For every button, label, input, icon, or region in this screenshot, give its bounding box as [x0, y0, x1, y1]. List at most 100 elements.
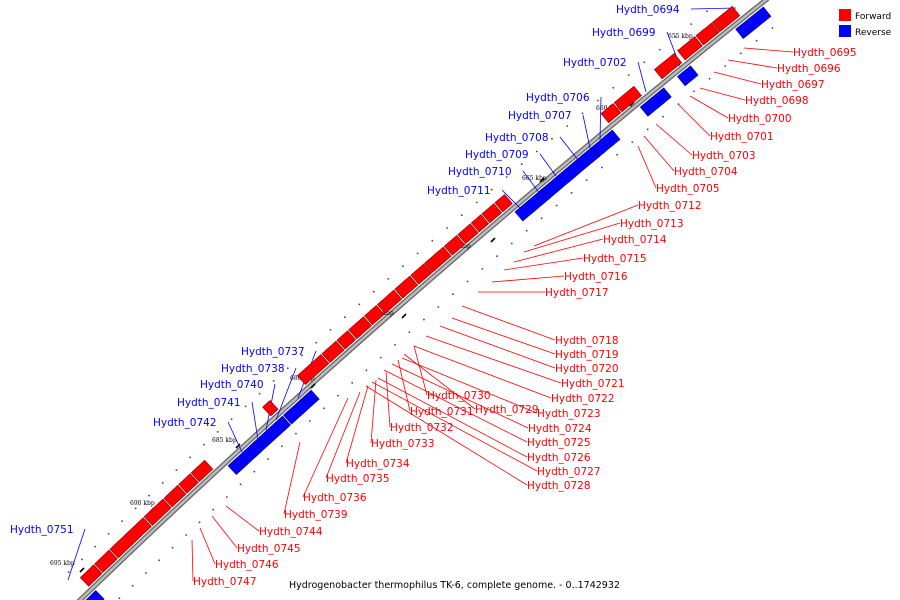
forward-gene-label[interactable]: Hydth_0703 — [692, 150, 756, 162]
reverse-gene-label[interactable]: Hydth_0711 — [427, 185, 491, 197]
reverse-gene-label[interactable]: Hydth_0741 — [177, 397, 241, 409]
forward-gene-label[interactable]: Hydth_0744 — [259, 526, 323, 538]
reverse-gene-label[interactable]: Hydth_0710 — [448, 166, 512, 178]
forward-leader-line — [199, 527, 216, 565]
reverse-gene-label[interactable]: Hydth_0740 — [200, 379, 264, 391]
scale-minor-dot — [329, 329, 332, 331]
scale-minor-dot — [771, 27, 774, 29]
forward-gene-label[interactable]: Hydth_0745 — [237, 543, 301, 555]
scale-minor-dot — [755, 39, 758, 42]
forward-gene-label[interactable]: Hydth_0697 — [761, 79, 825, 91]
scale-minor-dot — [693, 90, 695, 93]
leader-lines — [67, 7, 794, 582]
forward-gene-label[interactable]: Hydth_0720 — [555, 363, 619, 375]
forward-gene-label[interactable]: Hydth_0747 — [193, 576, 257, 588]
reverse-gene-label[interactable]: Hydth_0709 — [465, 149, 529, 161]
forward-gene-label[interactable]: Hydth_0718 — [555, 335, 619, 347]
reverse-leader-line — [582, 114, 591, 149]
forward-gene-label[interactable]: Hydth_0727 — [537, 466, 601, 478]
forward-gene-label[interactable]: Hydth_0695 — [793, 47, 857, 59]
scale-minor-dot — [148, 494, 151, 497]
forward-gene-label[interactable]: Hydth_0719 — [555, 349, 619, 361]
forward-gene-label[interactable]: Hydth_0726 — [527, 452, 591, 464]
forward-gene-label[interactable]: Hydth_0733 — [371, 438, 435, 450]
scale-minor-dot — [452, 293, 454, 296]
scale-minor-dot — [94, 545, 97, 548]
forward-gene-label[interactable]: Hydth_0722 — [551, 393, 615, 405]
forward-gene-label[interactable]: Hydth_0736 — [303, 492, 367, 504]
reverse-gene-label[interactable]: Hydth_0694 — [616, 4, 680, 16]
forward-gene-label[interactable]: Hydth_0712 — [638, 200, 702, 212]
forward-gene-label[interactable]: Hydth_0698 — [745, 95, 809, 107]
forward-leader-line — [713, 71, 762, 85]
scale-minor-dot — [281, 445, 283, 448]
forward-gene-label[interactable]: Hydth_0704 — [674, 166, 738, 178]
forward-gene-label[interactable]: Hydth_0725 — [527, 437, 591, 449]
forward-gene-label[interactable]: Hydth_0730 — [427, 390, 491, 402]
forward-gene-label[interactable]: Hydth_0696 — [777, 63, 841, 75]
forward-gene-label[interactable]: Hydth_0731 — [410, 406, 474, 418]
forward-gene-block — [163, 484, 187, 508]
forward-gene-label[interactable]: Hydth_0716 — [564, 271, 628, 283]
forward-gene-label[interactable]: Hydth_0739 — [284, 509, 348, 521]
scale-minor-dot — [239, 483, 242, 486]
forward-leader-line — [325, 391, 361, 479]
scale-minor-dot — [253, 470, 256, 473]
forward-gene-label[interactable]: Hydth_0721 — [561, 378, 625, 390]
forward-leader-line — [689, 95, 729, 119]
scale-minor-dot — [351, 382, 354, 384]
reverse-leader-line — [227, 421, 243, 453]
forward-leader-line — [743, 47, 794, 53]
forward-gene-block — [443, 234, 466, 256]
reverse-gene-label[interactable]: Hydth_0706 — [526, 92, 590, 104]
reverse-gene-label[interactable]: Hydth_0702 — [563, 57, 627, 69]
reverse-gene-label[interactable]: Hydth_0699 — [592, 27, 656, 39]
scale-minor-dot — [416, 252, 419, 255]
scale-minor-dot — [551, 137, 553, 140]
scale-minor-dot — [540, 217, 543, 220]
reverse-gene-block — [539, 146, 600, 201]
forward-gene-label[interactable]: Hydth_0723 — [537, 408, 601, 420]
reverse-gene-label[interactable]: Hydth_0737 — [241, 346, 305, 358]
reverse-gene-label[interactable]: Hydth_0742 — [153, 417, 217, 429]
forward-gene-label[interactable]: Hydth_0715 — [583, 253, 647, 265]
reverse-gene-label[interactable]: Hydth_0707 — [508, 110, 572, 122]
forward-leader-line — [401, 357, 538, 414]
forward-leader-line — [413, 345, 428, 396]
forward-leader-line — [225, 505, 260, 532]
forward-gene-block — [321, 340, 345, 364]
reverse-gene-label[interactable]: Hydth_0751 — [10, 524, 74, 536]
scale-minor-dot — [309, 420, 311, 422]
forward-gene-label[interactable]: Hydth_0732 — [390, 422, 454, 434]
scale-tick-label: 690 kbp — [130, 500, 155, 507]
forward-gene-label[interactable]: Hydth_0705 — [656, 183, 720, 195]
scale-minor-dot — [475, 201, 478, 204]
forward-gene-block — [143, 498, 172, 526]
forward-leader-line — [302, 397, 349, 498]
scale-minor-dot — [585, 179, 588, 182]
forward-gene-label[interactable]: Hydth_0700 — [728, 113, 792, 125]
reverse-leader-line — [522, 170, 541, 195]
scale-minor-dot — [344, 316, 346, 319]
forward-gene-label[interactable]: Hydth_0735 — [326, 473, 390, 485]
scale-tick-label: 655 kbp — [668, 33, 693, 40]
forward-gene-label[interactable]: Hydth_0728 — [527, 480, 591, 492]
forward-gene-label[interactable]: Hydth_0713 — [620, 218, 684, 230]
scale-minor-dot — [446, 227, 448, 229]
forward-gene-label[interactable]: Hydth_0714 — [603, 234, 667, 246]
reverse-gene-label[interactable]: Hydth_0708 — [485, 132, 549, 144]
forward-gene-label[interactable]: Hydth_0717 — [545, 287, 609, 299]
reverse-gene-block — [85, 590, 105, 600]
reverse-gene-label[interactable]: Hydth_0738 — [221, 363, 285, 375]
reverse-leader-line — [690, 7, 737, 10]
gene-features — [79, 5, 772, 600]
forward-gene-label[interactable]: Hydth_0734 — [346, 458, 410, 470]
forward-gene-label[interactable]: Hydth_0724 — [528, 423, 592, 435]
forward-gene-label[interactable]: Hydth_0729 — [475, 404, 539, 416]
scale-minor-dot — [724, 65, 727, 67]
scale-minor-dot — [402, 265, 404, 268]
scale-minor-dot — [161, 482, 164, 484]
forward-gene-label[interactable]: Hydth_0746 — [215, 559, 279, 571]
forward-gene-label[interactable]: Hydth_0701 — [710, 131, 774, 143]
